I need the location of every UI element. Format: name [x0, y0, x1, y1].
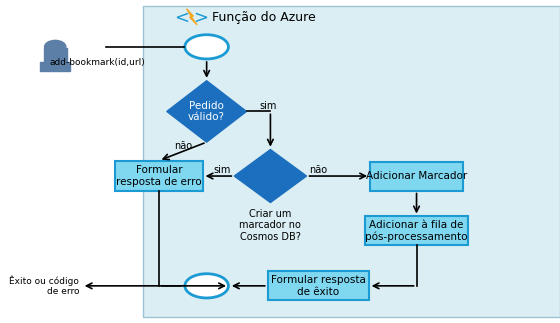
Text: Adicionar à fila de
pós-processamento: Adicionar à fila de pós-processamento — [365, 220, 468, 242]
Circle shape — [45, 40, 66, 53]
Text: <: < — [174, 9, 189, 27]
Text: não: não — [309, 165, 327, 175]
Text: não: não — [174, 141, 192, 151]
Text: Pedido
válido?: Pedido válido? — [188, 101, 225, 122]
Polygon shape — [167, 81, 246, 142]
FancyBboxPatch shape — [143, 6, 560, 317]
Text: sim: sim — [259, 101, 277, 110]
Text: Formular resposta
de êxito: Formular resposta de êxito — [271, 275, 366, 297]
Ellipse shape — [185, 274, 228, 298]
Text: Formular
resposta de erro: Formular resposta de erro — [116, 165, 202, 187]
Polygon shape — [186, 9, 197, 25]
FancyBboxPatch shape — [370, 162, 463, 191]
Text: Função do Azure: Função do Azure — [212, 11, 316, 24]
FancyBboxPatch shape — [40, 62, 70, 71]
Text: Criar um
marcador no
Cosmos DB?: Criar um marcador no Cosmos DB? — [240, 209, 301, 242]
FancyBboxPatch shape — [365, 216, 468, 245]
Text: sim: sim — [214, 165, 231, 175]
Text: add-bookmark(id,url): add-bookmark(id,url) — [50, 58, 146, 68]
FancyBboxPatch shape — [268, 271, 368, 300]
Ellipse shape — [185, 35, 228, 59]
Text: >: > — [193, 9, 208, 27]
Polygon shape — [234, 150, 306, 203]
Text: Adicionar Marcador: Adicionar Marcador — [366, 171, 467, 181]
FancyBboxPatch shape — [44, 48, 67, 63]
Text: Êxito ou código
de erro: Êxito ou código de erro — [10, 276, 79, 296]
FancyBboxPatch shape — [115, 161, 203, 191]
